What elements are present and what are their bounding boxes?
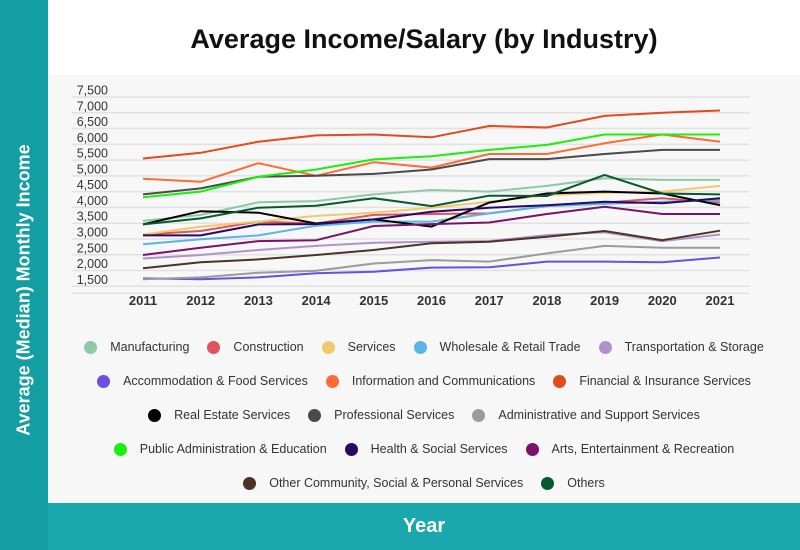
y-tick-label: 1,500 — [77, 273, 108, 287]
legend-item[interactable]: Administrative and Support Services — [472, 408, 700, 422]
legend-marker-icon — [97, 374, 111, 388]
y-axis-title-bar: Average (Median) Monthly Income — [0, 0, 48, 550]
legend-item[interactable]: Others — [541, 476, 605, 490]
x-tick-label: 2020 — [648, 293, 677, 308]
legend-label: Other Community, Social & Personal Servi… — [269, 476, 524, 490]
x-tick-label: 2021 — [706, 293, 735, 308]
legend-item[interactable]: Other Community, Social & Personal Servi… — [243, 476, 523, 490]
legend-row: Manufacturing Construction Services Wholesa… — [48, 330, 800, 364]
legend-marker-icon — [207, 340, 221, 354]
legend-marker-icon — [541, 476, 555, 490]
y-tick-label: 4,000 — [77, 194, 108, 208]
series-line-others — [142, 173, 721, 226]
legend-item[interactable]: Information and Communications — [325, 374, 536, 388]
legend-label: Public Administration & Education — [139, 442, 327, 456]
y-tick-label: 7,500 — [77, 84, 108, 98]
series-line-information-and-communications — [142, 133, 721, 183]
x-tick-label: 2011 — [129, 293, 157, 308]
legend-label: Administrative and Support Services — [498, 408, 700, 422]
chart-background — [48, 75, 800, 503]
legend-marker-icon — [553, 374, 567, 388]
legend-label: Construction — [233, 340, 304, 354]
legend-item[interactable]: Transportation & Storage — [598, 340, 764, 354]
legend-item[interactable]: Accommodation & Food Services — [97, 374, 308, 388]
y-tick-label: 2,500 — [77, 241, 108, 255]
y-tick-label: 7,000 — [77, 99, 108, 113]
series-line-other-community-social-personal-services — [142, 229, 721, 270]
legend-marker-icon — [308, 408, 322, 422]
x-tick-label: 2018 — [532, 293, 561, 308]
legend-item[interactable]: Arts, Entertainment & Recreation — [525, 442, 735, 456]
series-line-construction — [142, 197, 721, 236]
legend-item[interactable]: Financial & Insurance Services — [553, 374, 751, 388]
legend-label: Financial & Insurance Services — [579, 374, 751, 388]
legend-label: Information and Communications — [351, 374, 536, 388]
x-tick-label: 2017 — [475, 293, 504, 308]
legend-label: Services — [347, 340, 396, 354]
legend-item[interactable]: Professional Services — [308, 408, 454, 422]
y-tick-label: 2,000 — [77, 257, 108, 271]
y-tick-label: 3,500 — [77, 210, 108, 224]
legend-label: Professional Services — [334, 408, 455, 422]
y-tick-label: 5,000 — [77, 162, 108, 176]
legend-row: Other Community, Social & Personal Servi… — [48, 466, 800, 500]
legend-item[interactable]: Construction — [207, 340, 304, 354]
legend-item[interactable]: Health & Social Services — [344, 442, 508, 456]
legend-item[interactable]: Wholesale & Retail Trade — [413, 340, 581, 354]
legend-item[interactable]: Services — [321, 340, 396, 354]
legend-label: Wholesale & Retail Trade — [439, 340, 581, 354]
legend-item[interactable]: Public Administration & Education — [113, 442, 327, 456]
legend-label: Accommodation & Food Services — [123, 374, 308, 388]
legend-label: Transportation & Storage — [624, 340, 764, 354]
y-tick-label: 3,000 — [77, 225, 108, 239]
legend-marker-icon — [243, 476, 257, 490]
y-tick-label: 6,500 — [77, 115, 108, 129]
legend-label: Manufacturing — [110, 340, 190, 354]
legend-label: Others — [567, 476, 605, 490]
legend: Manufacturing Construction Services Wholesa… — [48, 330, 800, 500]
series-line-professional-services — [142, 148, 720, 196]
x-tick-label: 2015 — [359, 293, 388, 308]
series-line-administrative-and-support-services — [142, 244, 720, 281]
x-tick-label: 2013 — [244, 293, 273, 308]
legend-label: Health & Social Services — [370, 442, 508, 456]
x-tick-label: 2014 — [302, 293, 332, 308]
legend-marker-icon — [148, 408, 162, 422]
legend-marker-icon — [84, 340, 98, 354]
legend-marker-icon — [325, 374, 339, 388]
y-tick-label: 5,500 — [77, 147, 108, 161]
legend-marker-icon — [413, 340, 427, 354]
legend-marker-icon — [321, 340, 335, 354]
series-line-health-social-services — [143, 197, 721, 237]
x-axis-title-bar: Year — [48, 503, 800, 550]
series-line-public-administration-education — [142, 133, 720, 199]
legend-marker-icon — [598, 340, 612, 354]
x-tick-label: 2016 — [417, 293, 446, 308]
chart-title: Average Income/Salary (by Industry) — [190, 24, 658, 54]
series-line-transportation-storage — [142, 231, 721, 260]
x-axis-title: Year — [402, 515, 446, 537]
legend-item[interactable]: Real Estate Services — [148, 408, 290, 422]
legend-row: Accommodation & Food Services Information… — [48, 364, 800, 398]
series-line-accommodation-food-services — [142, 256, 721, 281]
legend-label: Arts, Entertainment & Recreation — [551, 442, 735, 456]
legend-marker-icon — [525, 442, 539, 456]
legend-marker-icon — [113, 442, 127, 456]
legend-marker-icon — [344, 442, 358, 456]
legend-row: Real Estate Services Professional Service… — [48, 398, 800, 432]
y-tick-label: 4,500 — [77, 178, 108, 192]
y-tick-label: 6,000 — [77, 131, 108, 145]
legend-item[interactable]: Manufacturing — [84, 340, 189, 354]
legend-marker-icon — [472, 408, 486, 422]
x-tick-label: 2019 — [590, 293, 619, 308]
legend-row: Public Administration & Education Health … — [48, 432, 800, 466]
x-tick-label: 2012 — [186, 293, 215, 308]
legend-label: Real Estate Services — [174, 408, 291, 422]
series-line-arts-entertainment-recreation — [142, 205, 720, 256]
series-line-manufacturing — [142, 177, 720, 222]
series-line-financial-insurance-services — [142, 109, 721, 160]
